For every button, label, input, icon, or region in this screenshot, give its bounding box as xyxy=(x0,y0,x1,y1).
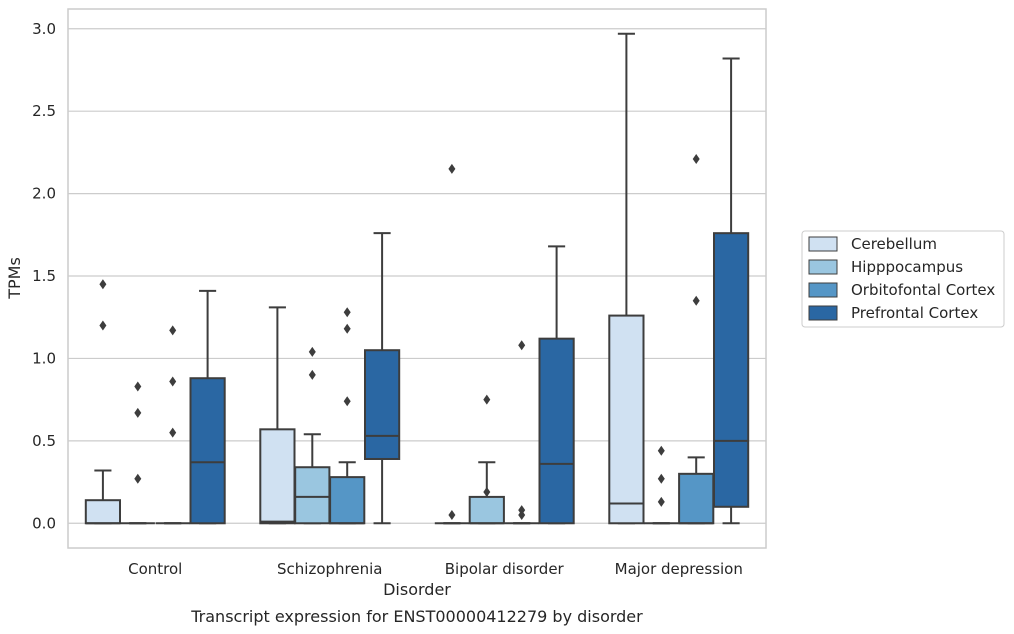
outlier-point xyxy=(169,427,177,438)
grid-lines xyxy=(68,28,766,524)
figure-caption: Transcript expression for ENST0000041227… xyxy=(190,607,643,626)
outlier-point xyxy=(692,153,700,164)
box-plot xyxy=(538,245,575,525)
legend-label: Hipppocampus xyxy=(851,258,963,276)
y-tick-label: 2.5 xyxy=(32,102,56,120)
outlier-point xyxy=(134,473,142,484)
outlier-point xyxy=(343,396,351,407)
box-body xyxy=(538,337,575,525)
outlier-point xyxy=(99,320,107,331)
y-tick-label: 1.5 xyxy=(32,267,56,285)
box-plot xyxy=(468,394,505,525)
outlier-point xyxy=(308,369,316,380)
legend-label: Orbitofontal Cortex xyxy=(851,281,995,299)
outlier-point xyxy=(134,381,142,392)
x-tick-label: Bipolar disorder xyxy=(445,560,565,578)
box-plot xyxy=(504,340,539,525)
outlier-point xyxy=(343,307,351,318)
plot-frame xyxy=(67,8,767,549)
outlier-point xyxy=(99,279,107,290)
x-axis-ticks: Control Schizophrenia Bipolar disorder Majo… xyxy=(128,560,743,578)
y-tick-label: 1.0 xyxy=(32,349,56,367)
outlier-point xyxy=(308,346,316,357)
outlier-point xyxy=(518,505,526,516)
legend-swatch xyxy=(808,282,838,298)
box-plot xyxy=(294,346,331,525)
box-body xyxy=(468,495,505,525)
box-plot xyxy=(84,279,122,525)
outlier-point xyxy=(169,325,177,336)
x-tick-label: Control xyxy=(128,560,182,578)
legend-frame xyxy=(801,230,1005,328)
outlier-point xyxy=(657,473,665,484)
box-body xyxy=(189,377,226,525)
outlier-point xyxy=(134,407,142,418)
box-body xyxy=(259,428,296,525)
legend-label: Cerebellum xyxy=(851,235,937,253)
y-axis-ticks: 0.0 0.5 1.0 1.5 2.0 2.5 3.0 xyxy=(32,20,56,532)
box-plot xyxy=(644,445,679,525)
box-body xyxy=(363,349,401,460)
outlier-point xyxy=(518,340,526,351)
box-plot xyxy=(678,153,715,525)
outlier-point xyxy=(692,295,700,306)
box-body xyxy=(84,499,122,525)
legend-swatch xyxy=(808,305,838,321)
legend-label: Prefrontal Cortex xyxy=(851,304,978,322)
box-body xyxy=(329,476,366,525)
legend: Cerebellum Hipppocampus Orbitofontal Corte… xyxy=(801,230,1005,328)
box-body xyxy=(608,314,645,525)
box-plot xyxy=(259,306,296,525)
x-tick-label: Major depression xyxy=(615,560,743,578)
box-body xyxy=(712,232,750,508)
box-plot xyxy=(329,307,366,525)
box-body xyxy=(294,466,331,525)
y-tick-label: 2.0 xyxy=(32,185,56,203)
box-plot xyxy=(189,289,226,525)
legend-swatch xyxy=(808,236,838,252)
y-tick-label: 0.5 xyxy=(32,432,56,450)
outlier-point xyxy=(483,486,491,497)
box-plot xyxy=(155,325,190,525)
box-plots xyxy=(84,32,750,525)
box-plot xyxy=(712,57,750,525)
box-plot xyxy=(120,381,155,525)
box-plot xyxy=(608,32,645,525)
y-tick-label: 0.0 xyxy=(32,514,56,532)
x-axis-label: Disorder xyxy=(383,580,451,599)
outlier-point xyxy=(483,394,491,405)
legend-swatch xyxy=(808,259,838,275)
outlier-point xyxy=(448,163,456,174)
outlier-point xyxy=(657,496,665,507)
box-plot xyxy=(434,163,470,525)
y-axis-label: TPMs xyxy=(5,257,24,300)
outlier-point xyxy=(343,323,351,334)
y-tick-label: 3.0 xyxy=(32,20,56,38)
outlier-point xyxy=(657,445,665,456)
outlier-point xyxy=(448,510,456,521)
x-tick-label: Schizophrenia xyxy=(277,560,382,578)
box-body xyxy=(678,472,715,525)
box-plot xyxy=(363,232,401,525)
outlier-point xyxy=(169,376,177,387)
